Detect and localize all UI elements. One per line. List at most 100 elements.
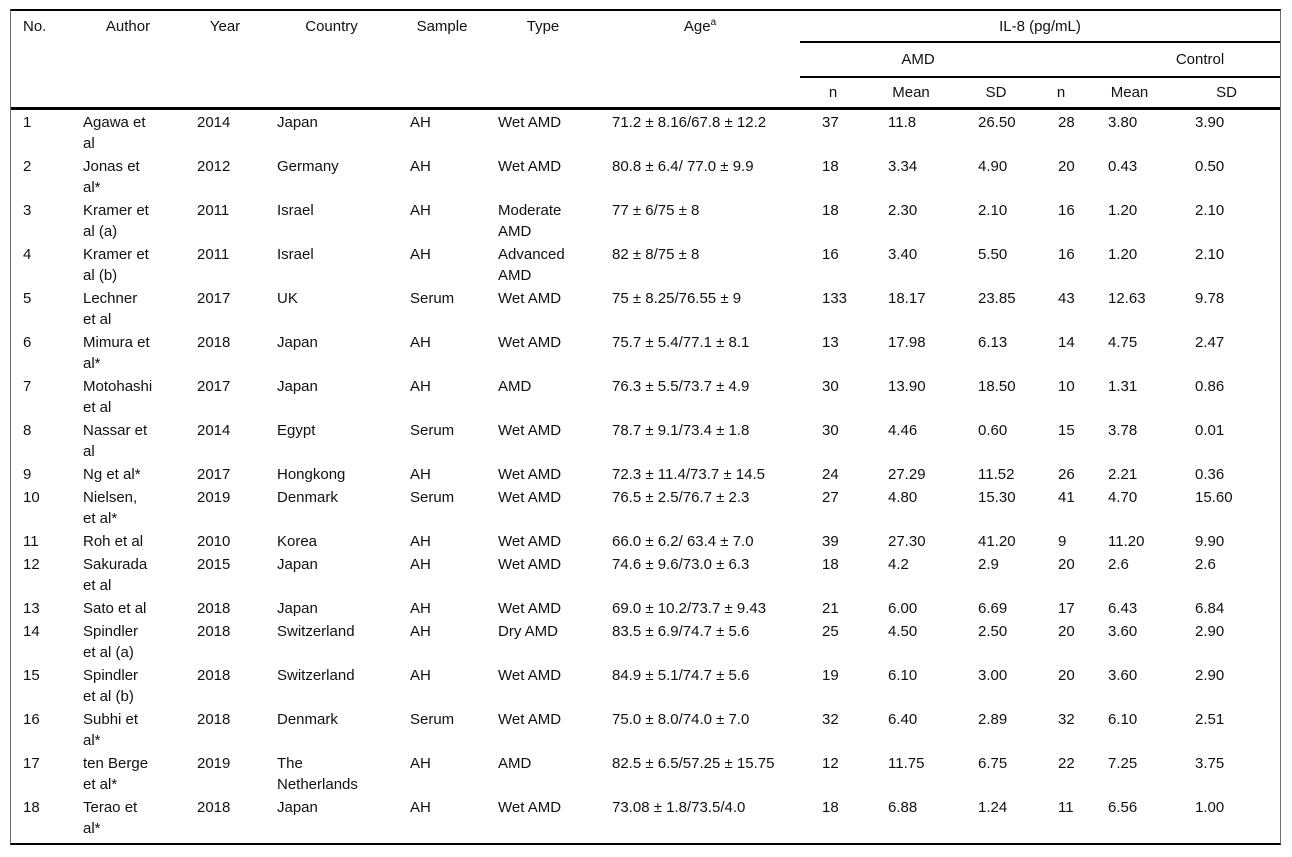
cell-amd-n: 30: [822, 421, 839, 439]
cell-control-n: 17: [1058, 599, 1075, 617]
cell-author: ten Berge et al*: [83, 754, 149, 793]
cell-author: Spindler et al (a): [83, 622, 139, 661]
cell-control-sd: 6.84: [1195, 599, 1225, 617]
cell-amd-sd: 4.90: [978, 157, 1008, 175]
cell-author: Subhi et al*: [83, 710, 139, 749]
cell-age: 74.6 ± 9.6/73.0 ± 6.3: [612, 555, 750, 573]
cell-type: Wet AMD: [498, 157, 562, 175]
cell-age: 69.0 ± 10.2/73.7 ± 9.43: [612, 599, 767, 617]
cell-no: 3: [23, 201, 32, 219]
table-row: 17 ten Berge et al* 2019 The Netherlands…: [11, 751, 1280, 795]
cell-control-n: 28: [1058, 113, 1075, 131]
cell-control-n: 22: [1058, 754, 1075, 772]
cell-sample: AH: [410, 798, 431, 816]
cell-amd-n: 18: [822, 798, 839, 816]
cell-author: Nassar et al: [83, 421, 148, 460]
cell-control-sd: 2.90: [1195, 622, 1225, 640]
table-row: 7 Motohashi et al 2017 Japan AH AMD 76.3…: [11, 374, 1280, 418]
cell-control-sd: 2.10: [1195, 201, 1225, 219]
cell-amd-n: 37: [822, 113, 839, 131]
cell-type: Moderate AMD: [498, 201, 562, 240]
cell-year: 2014: [197, 113, 231, 131]
cell-type: Wet AMD: [498, 465, 562, 483]
cell-control-sd: 1.00: [1195, 798, 1225, 816]
table-row: 8 Nassar et al 2014 Egypt Serum Wet AMD …: [11, 418, 1280, 462]
cell-control-sd: 15.60: [1195, 488, 1233, 506]
cell-type: Dry AMD: [498, 622, 558, 640]
cell-control-n: 11: [1058, 798, 1074, 816]
cell-amd-mean: 4.46: [888, 421, 918, 439]
table-body: 1 Agawa et al 2014 Japan AH Wet AMD 71.2…: [11, 108, 1280, 839]
cell-type: Wet AMD: [498, 421, 562, 439]
cell-control-sd: 0.50: [1195, 157, 1225, 175]
cell-author: Mimura et al*: [83, 333, 150, 372]
cell-control-mean: 0.43: [1108, 157, 1138, 175]
cell-country: Japan: [277, 113, 318, 131]
cell-year: 2019: [197, 754, 231, 772]
cell-sample: Serum: [410, 710, 455, 728]
cell-control-n: 43: [1058, 289, 1075, 307]
header-amd-n: n: [800, 77, 866, 110]
cell-age: 72.3 ± 11.4/73.7 ± 14.5: [612, 465, 765, 483]
cell-type: Wet AMD: [498, 113, 562, 131]
cell-control-sd: 0.36: [1195, 465, 1225, 483]
cell-amd-n: 18: [822, 157, 839, 175]
cell-amd-mean: 6.88: [888, 798, 918, 816]
cell-control-n: 15: [1058, 421, 1075, 439]
cell-amd-mean: 11.8: [888, 113, 917, 131]
cell-age: 76.3 ± 5.5/73.7 ± 4.9: [612, 377, 750, 395]
table-row: 11 Roh et al 2010 Korea AH Wet AMD 66.0 …: [11, 529, 1280, 552]
cell-control-n: 41: [1058, 488, 1075, 506]
cell-control-mean: 6.56: [1108, 798, 1138, 816]
cell-year: 2018: [197, 666, 231, 684]
cell-year: 2018: [197, 622, 231, 640]
cell-amd-n: 13: [822, 333, 839, 351]
cell-no: 6: [23, 333, 32, 351]
header-amd-group: AMD: [800, 42, 1036, 78]
cell-control-mean: 3.78: [1108, 421, 1138, 439]
cell-country: The Netherlands: [277, 754, 358, 793]
cell-sample: AH: [410, 201, 431, 219]
cell-author: Roh et al: [83, 532, 144, 550]
cell-control-mean: 4.70: [1108, 488, 1138, 506]
cell-no: 5: [23, 289, 32, 307]
cell-year: 2010: [197, 532, 231, 550]
cell-control-mean: 12.63: [1108, 289, 1146, 307]
cell-control-mean: 1.20: [1108, 201, 1138, 219]
cell-country: Switzerland: [277, 622, 355, 640]
header-country: Country: [265, 11, 398, 110]
cell-control-sd: 0.86: [1195, 377, 1225, 395]
cell-age: 82.5 ± 6.5/57.25 ± 15.75: [612, 754, 775, 772]
studies-table-frame: No. Author Year Country Sample Type Agea…: [10, 9, 1281, 845]
cell-author: Kramer et al (b): [83, 245, 149, 284]
cell-amd-mean: 13.90: [888, 377, 926, 395]
cell-amd-sd: 26.50: [978, 113, 1016, 131]
cell-year: 2017: [197, 289, 231, 307]
table-row: 13 Sato et al 2018 Japan AH Wet AMD 69.0…: [11, 596, 1280, 619]
cell-amd-mean: 17.98: [888, 333, 926, 351]
cell-amd-n: 27: [822, 488, 839, 506]
cell-amd-n: 133: [822, 289, 848, 307]
cell-country: Japan: [277, 333, 318, 351]
cell-type: Wet AMD: [498, 666, 562, 684]
cell-control-mean: 2.6: [1108, 555, 1129, 573]
cell-no: 12: [23, 555, 40, 573]
cell-age: 73.08 ± 1.8/73.5/4.0: [612, 798, 746, 816]
cell-year: 2012: [197, 157, 231, 175]
cell-author: Terao et al*: [83, 798, 138, 837]
cell-control-n: 20: [1058, 666, 1075, 684]
cell-author: Agawa et al: [83, 113, 146, 152]
table-row: 5 Lechner et al 2017 UK Serum Wet AMD 75…: [11, 286, 1280, 330]
cell-age: 75.0 ± 8.0/74.0 ± 7.0: [612, 710, 750, 728]
cell-year: 2015: [197, 555, 231, 573]
cell-amd-sd: 15.30: [978, 488, 1016, 506]
table-row: 12 Sakurada et al 2015 Japan AH Wet AMD …: [11, 552, 1280, 596]
table-row: 3 Kramer et al (a) 2011 Israel AH Modera…: [11, 198, 1280, 242]
table-row: 15 Spindler et al (b) 2018 Switzerland A…: [11, 663, 1280, 707]
cell-control-mean: 4.75: [1108, 333, 1138, 351]
header-no: No.: [11, 11, 71, 110]
cell-control-sd: 2.90: [1195, 666, 1225, 684]
cell-type: Wet AMD: [498, 599, 562, 617]
table-row: 14 Spindler et al (a) 2018 Switzerland A…: [11, 619, 1280, 663]
cell-year: 2011: [197, 201, 230, 219]
